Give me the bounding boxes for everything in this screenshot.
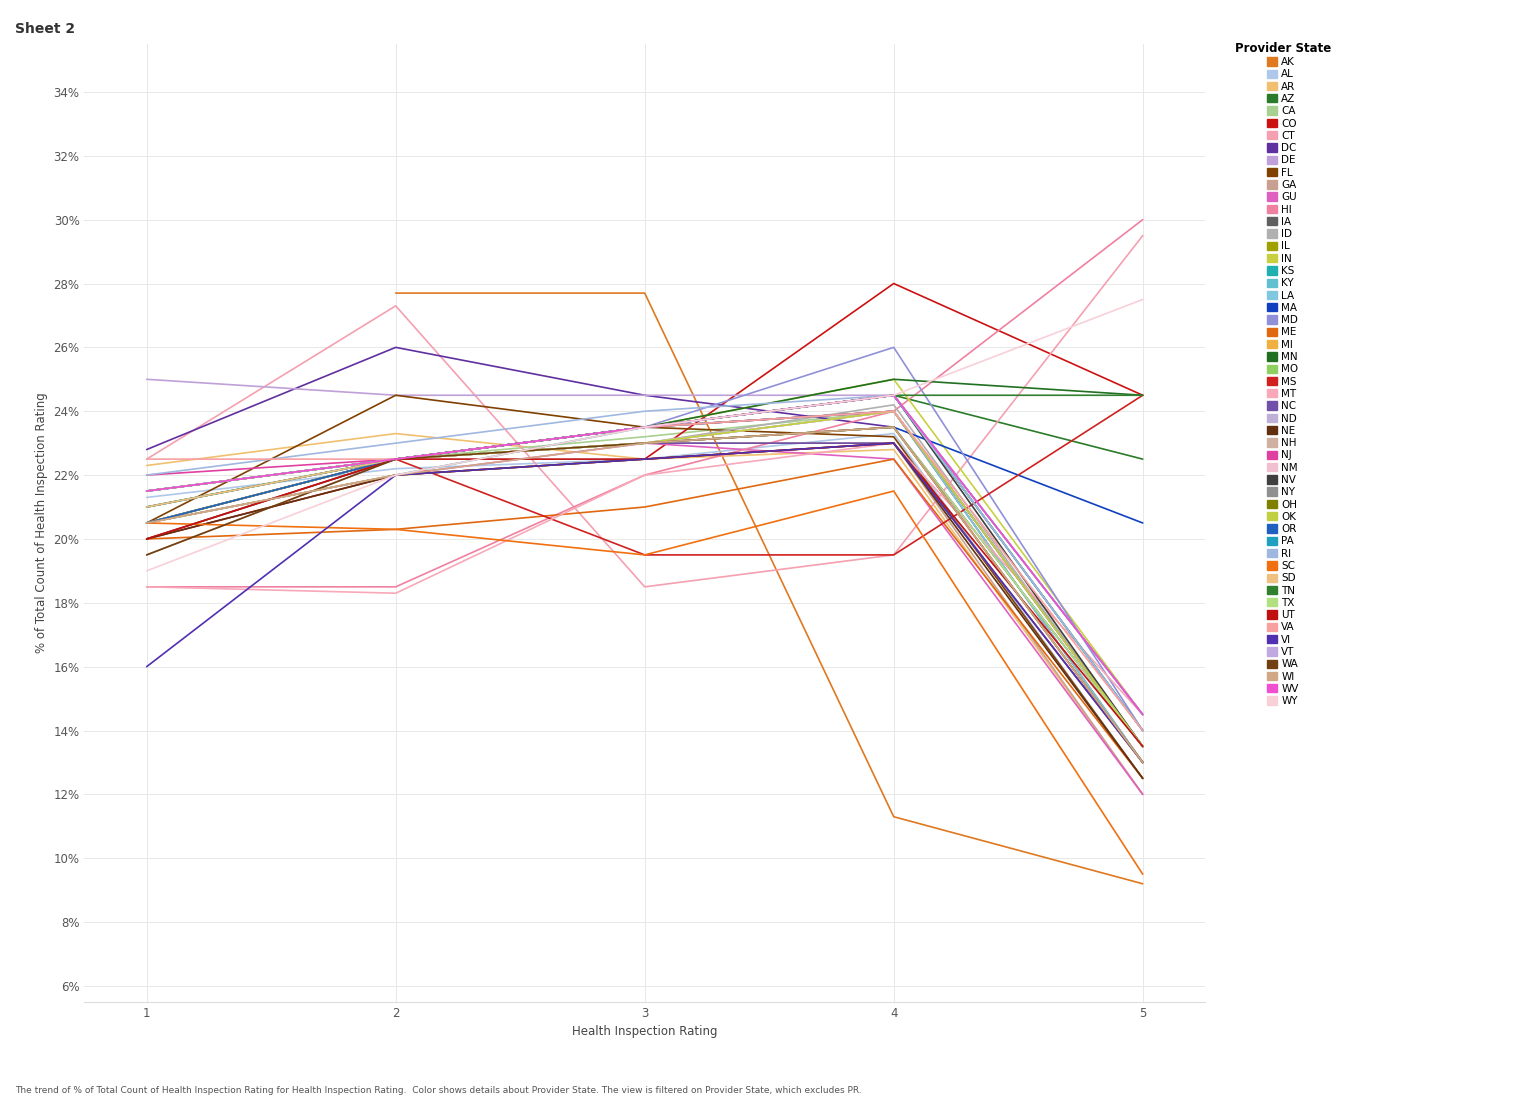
Y-axis label: % of Total Count of Health Inspection Rating: % of Total Count of Health Inspection Ra… <box>35 393 48 653</box>
Text: The trend of % of Total Count of Health Inspection Rating for Health Inspection : The trend of % of Total Count of Health … <box>15 1087 863 1095</box>
X-axis label: Health Inspection Rating: Health Inspection Rating <box>573 1025 717 1038</box>
Legend: AK, AL, AR, AZ, CA, CO, CT, DC, DE, FL, GA, GU, HI, IA, ID, IL, IN, KS, KY, LA, : AK, AL, AR, AZ, CA, CO, CT, DC, DE, FL, … <box>1233 40 1332 708</box>
Text: Sheet 2: Sheet 2 <box>15 22 75 36</box>
